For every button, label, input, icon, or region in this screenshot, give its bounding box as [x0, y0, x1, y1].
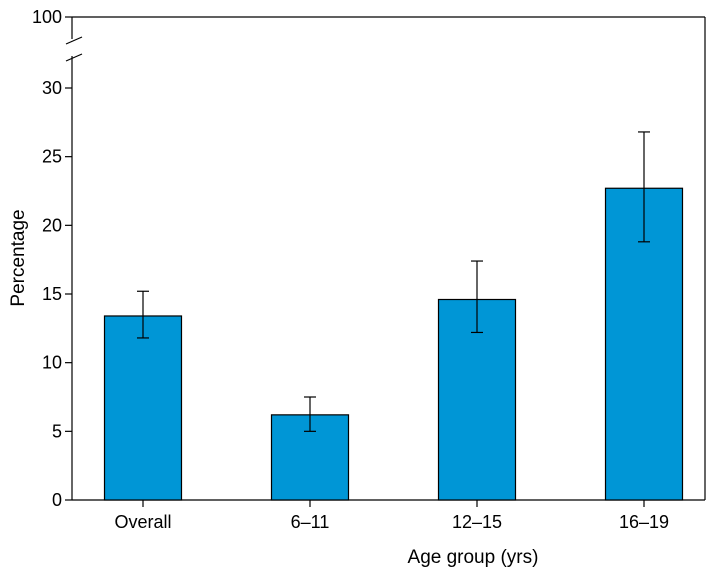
y-tick-label: 0	[52, 490, 62, 510]
error-bars	[137, 131, 650, 432]
x-tick-label: 16–19	[619, 512, 669, 532]
x-tick-label: 6–11	[291, 512, 330, 532]
bars	[103, 187, 684, 501]
y-axis-break-mark-upper	[65, 36, 83, 45]
y-tick-label: 10	[42, 353, 62, 373]
y-axis-break-mark-lower	[65, 53, 83, 62]
y-axis-title: Percentage	[8, 209, 29, 306]
y-tick-label: 5	[52, 421, 62, 441]
y-tick-label: 100	[32, 7, 62, 27]
y-tick-label: 30	[42, 78, 62, 98]
x-tick-label: Overall	[114, 512, 171, 532]
y-tick-label: 20	[42, 215, 62, 235]
bar	[103, 315, 183, 501]
x-tick-label: 12–15	[452, 512, 502, 532]
y-tick-label: 15	[42, 284, 62, 304]
y-tick-label: 25	[42, 147, 62, 167]
x-axis-title: Age group (yrs)	[408, 547, 539, 568]
labels: 0 5 10 15 20 25 30 100 Overall 6–11 12–15 16–19	[32, 7, 669, 532]
